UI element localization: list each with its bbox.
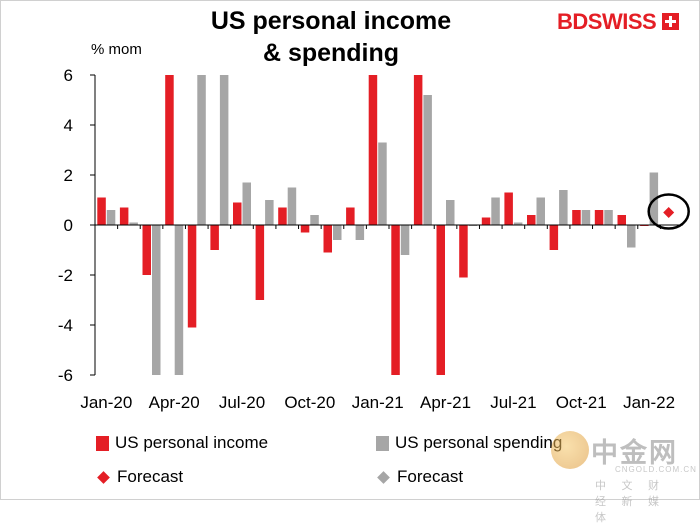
spending-bar-Oct-20	[310, 215, 319, 225]
chart-title: US personal income & spending	[201, 5, 461, 69]
spending-bar-Feb-21	[400, 225, 410, 255]
x-tick-label: Oct-21	[556, 393, 607, 412]
legend-item-forecast-spending: Forecast	[376, 467, 463, 487]
income-bar-Mar-21	[413, 75, 423, 225]
income-bar-Apr-21	[436, 225, 445, 375]
spending-bar-May-20	[197, 75, 206, 225]
legend-item-spending: US personal spending	[376, 433, 562, 453]
tick-labels-layer: -6 -4 -2 0 2 4 6 Jan-20 Apr-20 Jul-20 Oct-20 Jan-21…	[58, 66, 675, 412]
income-bar-Jul-20	[233, 202, 242, 225]
income-bar-Jul-21	[504, 192, 513, 225]
y-tick-label: -6	[58, 366, 73, 385]
watermark-url-text: CNGOLD.COM.CN	[615, 465, 697, 474]
income-bar-Aug-21	[527, 215, 536, 225]
watermark: 中金网 CNGOLD.COM.CN 中 文 财 经 新 媒 体	[551, 425, 696, 524]
income-bar-Oct-21	[572, 210, 581, 225]
y-tick-label: 6	[64, 66, 73, 85]
spending-bar-Nov-20	[333, 225, 342, 240]
spending-bar-Aug-20	[265, 200, 274, 225]
y-axis-unit-label: % mom	[91, 41, 142, 58]
income-bar-Mar-20	[142, 225, 151, 275]
legend-item-forecast-income: Forecast	[96, 467, 183, 487]
spending-bar-Aug-21	[536, 197, 545, 225]
income-bar-Jun-21	[481, 217, 491, 225]
brand-mark-icon	[661, 13, 679, 30]
spending-bar-Feb-20	[129, 222, 138, 225]
spending-bar-Dec-21	[627, 225, 636, 248]
spending-bar-Apr-21	[446, 200, 455, 225]
x-tick-label: Apr-20	[149, 393, 200, 412]
income-bar-May-20	[187, 225, 197, 328]
y-tick-label: -2	[58, 266, 73, 285]
income-bar-Nov-20	[323, 225, 332, 253]
legend-label-forecast-spending: Forecast	[397, 467, 464, 486]
income-bar-Aug-20	[255, 225, 265, 300]
spending-bar-Apr-20	[174, 225, 184, 375]
spending-bar-Nov-21	[604, 210, 613, 225]
spending-bar-Jul-20	[242, 182, 251, 225]
spending-bar-Jul-21	[513, 222, 523, 225]
legend-label-forecast-income: Forecast	[117, 467, 184, 486]
y-tick-label: 2	[64, 166, 73, 185]
spending-bar-Mar-21	[423, 95, 432, 225]
spending-bar-Mar-20	[152, 225, 161, 375]
brand-logo: BDSWISS	[557, 9, 679, 35]
y-tick-label: -4	[58, 316, 73, 335]
spending-bar-Jan-21	[378, 142, 387, 225]
income-bar-Nov-21	[594, 210, 604, 225]
income-bar-Sep-20	[278, 207, 287, 225]
income-bar-Feb-20	[119, 207, 129, 225]
legend-label-income: US personal income	[115, 433, 269, 452]
spending-bar-Sep-20	[287, 187, 297, 225]
income-bar-Sep-21	[549, 225, 559, 250]
legend-label-spending: US personal spending	[395, 433, 563, 452]
y-tick-label: 4	[64, 116, 73, 135]
legend-diamond-icon-income	[97, 470, 110, 484]
income-bar-Dec-21	[617, 215, 626, 225]
legend-diamond-icon-spending	[377, 470, 390, 484]
watermark-main-text: 中金网	[591, 438, 678, 469]
x-tick-label: Oct-20	[284, 393, 335, 412]
x-tick-label: Jan-20	[80, 393, 132, 412]
income-bar-May-21	[459, 225, 468, 278]
chart-title-line1: US personal income	[210, 7, 452, 35]
spending-bar-Jun-21	[491, 197, 500, 225]
x-tick-label: Apr-21	[420, 393, 471, 412]
spending-bar-Dec-20	[355, 225, 365, 240]
income-bar-Apr-20	[165, 75, 174, 225]
forecast-layer	[647, 193, 690, 230]
x-tick-label: Jul-20	[219, 393, 265, 412]
income-bar-Jan-20	[97, 197, 106, 225]
x-tick-label: Jul-21	[490, 393, 536, 412]
brand-logo-text: BDSWISS	[557, 9, 657, 34]
spending-bar-Jun-20	[219, 75, 229, 225]
income-bar-Dec-20	[346, 207, 355, 225]
legend-item-income: US personal income	[96, 433, 268, 453]
forecast-marker-income	[663, 207, 675, 218]
chart-canvas: -6 -4 -2 0 2 4 6 Jan-20 Apr-20 Jul-20 Oct-20 Jan-21…	[58, 66, 690, 412]
legend: US personal income US personal spending …	[96, 433, 686, 493]
x-tick-label: Jan-22	[623, 393, 675, 412]
y-tick-label: 0	[64, 216, 73, 235]
legend-swatch-spending	[376, 435, 389, 451]
income-bar-Feb-21	[391, 225, 400, 375]
legend-swatch-income	[96, 435, 109, 451]
chart-title-line2: & spending	[262, 39, 400, 67]
watermark-coin-icon	[551, 431, 589, 469]
income-bar-Jun-20	[210, 225, 219, 250]
spending-bar-Jan-20	[106, 210, 116, 225]
forecast-highlight-circle	[647, 193, 690, 230]
x-tick-label: Jan-21	[352, 393, 404, 412]
income-bar-Jan-21	[368, 75, 378, 225]
spending-bar-Sep-21	[559, 190, 568, 225]
income-bar-Oct-20	[300, 225, 310, 233]
watermark-sub-text: 中 文 财 经 新 媒 体	[595, 479, 665, 524]
spending-bar-Oct-21	[581, 210, 591, 225]
